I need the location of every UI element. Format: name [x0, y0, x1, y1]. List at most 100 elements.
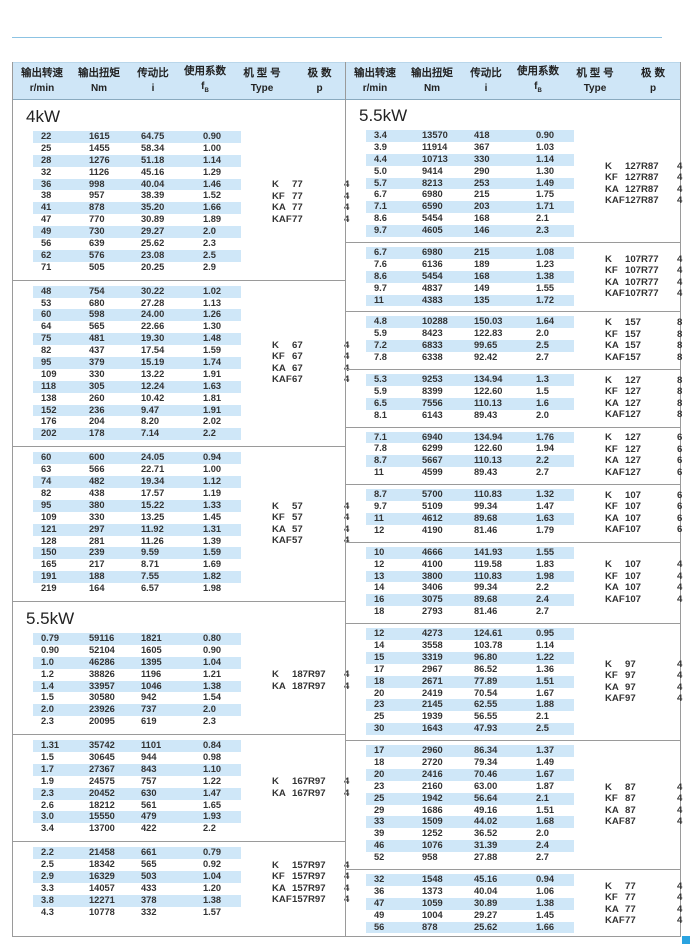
model-type-entry: KAF 77 4	[605, 915, 689, 927]
model-type-entry: KF 77 4	[272, 191, 356, 203]
model-series: KAF	[605, 816, 625, 828]
speed-cell: 3.4	[41, 823, 54, 834]
torque-cell: 281	[89, 535, 105, 546]
model-size: 57	[292, 500, 303, 512]
pole-count: 4	[344, 680, 350, 692]
ratio-cell: 20.25	[141, 261, 165, 272]
service-factor-cell: 1.19	[203, 487, 222, 498]
model-group-section: 12 4273 124.61 0.95 14 3558 103.78 1.14 15 3319 96…	[346, 624, 682, 742]
model-type-entry: KF 157 8	[605, 329, 689, 341]
torque-cell: 998	[89, 178, 105, 189]
table-row: 9.7 4605 146 2.3	[366, 225, 574, 238]
table-row: 20 2419 70.54 1.67	[366, 688, 574, 700]
model-size: 77	[292, 179, 303, 191]
service-factor-cell: 1.29	[203, 166, 222, 177]
model-type-list: K 77 4 KF 77 4 KA 77 4 KAF 77 4	[605, 881, 689, 927]
service-factor-cell: 1.38	[203, 894, 222, 905]
service-factor-cell: 1.57	[203, 906, 222, 917]
header-cell: 机 型 号 Type	[231, 66, 293, 96]
ratio-cell: 89.68	[474, 594, 498, 605]
speed-cell: 5.9	[374, 385, 387, 396]
model-series: K	[605, 160, 612, 172]
service-factor-cell: 0.94	[203, 452, 222, 463]
model-size: 127R87	[625, 160, 659, 172]
ratio-cell: 45.16	[474, 873, 498, 884]
ratio-cell: 619	[141, 716, 157, 727]
model-series: KF	[605, 892, 618, 904]
speed-cell: 4.3	[41, 906, 54, 917]
table-row: 2.3 20452 630 1.47	[33, 787, 241, 800]
ratio-cell: 24.00	[141, 309, 165, 320]
model-size: 127	[625, 455, 642, 467]
table-row: 12 4190 81.46 1.79	[366, 525, 574, 537]
table-row: 16 3075 89.68 2.4	[366, 594, 574, 607]
service-factor-cell: 1.88	[536, 699, 555, 710]
service-factor-cell: 1.20	[203, 882, 222, 893]
table-row: 4.4 10713 330 1.14	[366, 153, 574, 166]
ratio-cell: 503	[141, 870, 157, 881]
model-type-entry: KF 107 6	[605, 501, 689, 513]
model-type-entry: KA 127R87 4	[605, 184, 689, 196]
table-row: 5.3 9253 134.94 1.3	[366, 374, 574, 386]
speed-cell: 1.5	[41, 692, 54, 703]
header-cell: 输出扭矩 Nm	[404, 66, 460, 96]
service-factor-cell: 1.54	[203, 692, 222, 703]
model-series: KAF	[272, 213, 292, 225]
ratio-cell: 23.08	[141, 249, 165, 260]
speed-cell: 7.2	[374, 340, 387, 351]
speed-cell: 121	[41, 523, 57, 534]
pole-count: 4	[344, 787, 350, 799]
speed-cell: 95	[41, 499, 52, 510]
ratio-cell: 757	[141, 775, 157, 786]
torque-cell: 16329	[89, 870, 115, 881]
torque-cell: 18212	[89, 799, 115, 810]
pole-count: 4	[677, 172, 683, 183]
model-type-list: K 107 4 KF 107 4 KA 107 4 KAF 107 4	[605, 559, 689, 605]
section-body: 0.79 59116 1821 0.80 0.90 52104 1605 0.90 1.0 462…	[13, 632, 349, 728]
ratio-cell: 367	[474, 141, 490, 152]
table-row: 2.9 16329 503 1.04	[33, 870, 241, 883]
data-rows: 3.4 13570 418 0.90 3.9 11914 367 1.03 4.4 10713 33…	[366, 130, 591, 238]
header-label-en: fB	[201, 80, 209, 94]
speed-cell: 20	[374, 687, 385, 698]
model-group-section: 5.3 9253 134.94 1.3 5.9 8399 122.60 1.5 6.5 7556 1…	[346, 370, 682, 428]
ratio-cell: 56.64	[474, 792, 498, 803]
speed-cell: 1.31	[41, 740, 60, 751]
pole-count: 8	[677, 409, 683, 421]
model-size: 97	[625, 681, 636, 693]
torque-cell: 639	[89, 238, 105, 249]
model-series: KF	[605, 386, 618, 398]
torque-cell: 6338	[422, 352, 443, 363]
speed-cell: 8.7	[374, 489, 387, 500]
table-row: 121 297 11.92 1.31	[33, 523, 241, 536]
model-size: 157	[625, 317, 642, 329]
pole-count: 4	[677, 160, 683, 172]
pole-count: 4	[677, 265, 683, 277]
torque-cell: 9414	[422, 165, 443, 176]
torque-cell: 379	[89, 357, 105, 368]
model-type-entry: KAF 157 8	[605, 352, 689, 364]
speed-cell: 18	[374, 675, 385, 686]
pole-count: 6	[677, 466, 683, 478]
torque-cell: 204	[89, 416, 105, 427]
header-label-zh: 极 数	[641, 67, 665, 79]
table-row: 52 958 27.88 2.7	[366, 852, 574, 864]
model-type-entry: K 57 4	[272, 501, 356, 513]
torque-cell: 2720	[422, 756, 443, 767]
ratio-cell: 9.59	[141, 547, 160, 558]
header-label-zh: 输出扭矩	[411, 67, 453, 79]
ratio-cell: 8.71	[141, 559, 160, 570]
service-factor-cell: 1.47	[536, 501, 555, 512]
ratio-cell: 45.16	[141, 166, 165, 177]
torque-cell: 5454	[422, 213, 443, 224]
table-row: 95 380 15.22 1.33	[33, 499, 241, 512]
service-factor-cell: 2.7	[536, 852, 549, 863]
model-group-section: 4.8 10288 150.03 1.64 5.9 8423 122.83 2.0 7.2 683…	[346, 312, 682, 371]
ratio-cell: 1605	[141, 644, 162, 655]
service-factor-cell: 2.7	[536, 352, 549, 363]
speed-cell: 11	[374, 467, 384, 478]
model-type-list: K 187R97 4 KA 187R97 4	[272, 669, 356, 692]
table-row: 2.5 18342 565 0.92	[33, 859, 241, 871]
service-factor-cell: 2.5	[203, 249, 216, 260]
model-type-entry: KAF 107 4	[605, 594, 689, 606]
